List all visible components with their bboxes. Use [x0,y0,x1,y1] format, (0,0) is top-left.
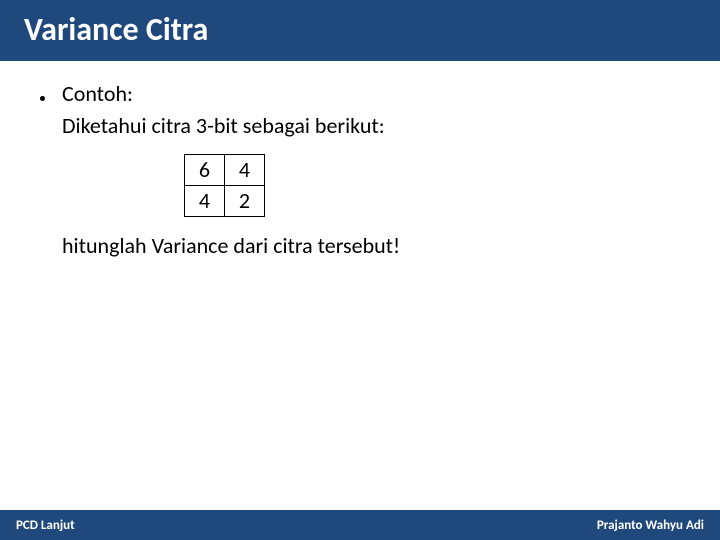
matrix-cell: 2 [225,186,265,217]
matrix-cell: 6 [185,155,225,186]
footer-right: Prajanto Wahyu Adi [597,518,704,533]
content-line-1: Diketahui citra 3-bit sebagai berikut: [62,111,680,141]
matrix-cell: 4 [185,186,225,217]
title-bar: Variance Citra [0,0,720,61]
slide: Variance Citra Contoh: Diketahui citra 3… [0,0,720,540]
bullet-marker [40,79,62,109]
table-row: 4 2 [185,186,265,217]
matrix-cell: 4 [225,155,265,186]
slide-footer: PCD Lanjut Prajanto Wahyu Adi [0,510,720,540]
citra-matrix: 6 4 4 2 [184,154,265,216]
table-row: 6 4 [185,155,265,186]
bullet-item: Contoh: [40,79,680,109]
slide-title: Variance Citra [24,10,696,49]
bullet-label: Contoh: [62,79,133,109]
slide-content: Contoh: Diketahui citra 3-bit sebagai be… [0,61,720,540]
content-line-2: hitunglah Variance dari citra tersebut! [62,231,680,261]
footer-left: PCD Lanjut [16,518,75,533]
